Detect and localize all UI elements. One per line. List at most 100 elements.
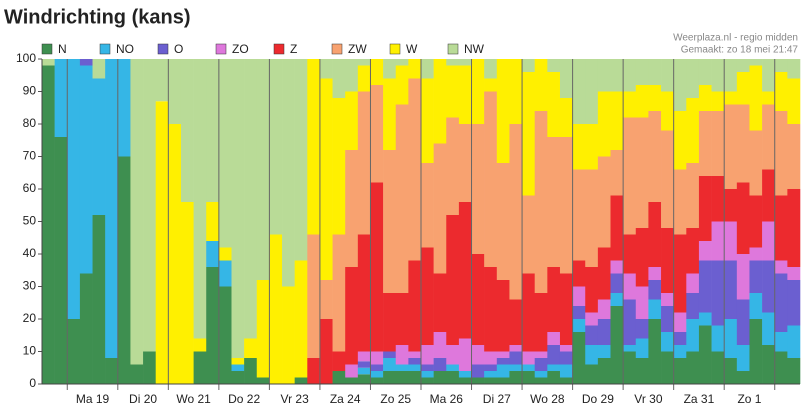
bar-segment bbox=[79, 59, 93, 66]
bar-segment bbox=[496, 351, 510, 358]
bar-segment bbox=[724, 260, 738, 319]
x-tick-label: Za 31 bbox=[684, 392, 715, 406]
bar-segment bbox=[484, 91, 498, 267]
bar-segment bbox=[787, 358, 801, 384]
bar-segment bbox=[686, 59, 700, 98]
bar-segment bbox=[484, 351, 498, 365]
bar-segment bbox=[256, 280, 270, 378]
bar-segment bbox=[610, 273, 624, 293]
bar-segment bbox=[585, 325, 599, 345]
bar-segment bbox=[357, 91, 371, 235]
bar-segment bbox=[686, 273, 700, 293]
bar-segment bbox=[357, 367, 371, 375]
bar-segment bbox=[496, 280, 510, 352]
bar-segment bbox=[585, 267, 599, 313]
bar-segment bbox=[749, 59, 763, 66]
bar-segment bbox=[168, 124, 182, 384]
bar-segment bbox=[433, 59, 447, 144]
bar-segment bbox=[433, 273, 447, 332]
bar-segment bbox=[724, 221, 738, 261]
bar-segment bbox=[446, 371, 460, 384]
bar-segment bbox=[395, 371, 409, 384]
bar-segment bbox=[471, 345, 485, 365]
bar-segment bbox=[673, 332, 687, 345]
bar-segment bbox=[345, 91, 359, 150]
bar-segment bbox=[484, 377, 498, 384]
bar-segment bbox=[648, 59, 662, 85]
bar-segment bbox=[383, 293, 397, 352]
bar-segment bbox=[54, 137, 68, 384]
legend-label: Z bbox=[290, 42, 297, 56]
bar-segment bbox=[673, 345, 687, 358]
bar-segment bbox=[155, 59, 169, 102]
bar-segment bbox=[673, 234, 687, 313]
bar-segment bbox=[610, 260, 624, 274]
bar-segment bbox=[736, 59, 750, 72]
bar-segment bbox=[206, 267, 220, 384]
bar-segment bbox=[686, 293, 700, 319]
bar-segment bbox=[509, 351, 523, 365]
bar-segment bbox=[736, 104, 750, 183]
bar-segment bbox=[597, 247, 611, 300]
y-tick-label: 40 bbox=[23, 246, 37, 260]
bar-segment bbox=[244, 358, 258, 384]
bar-segment bbox=[509, 124, 523, 300]
bar-segment bbox=[105, 358, 119, 384]
bar-segment bbox=[673, 111, 687, 170]
bar-segment bbox=[559, 345, 573, 352]
bar-segment bbox=[585, 124, 599, 170]
bar-segment bbox=[547, 137, 561, 267]
bar-segment bbox=[421, 377, 434, 384]
legend-swatch bbox=[447, 43, 459, 55]
x-tick-label: Ma 26 bbox=[430, 392, 464, 406]
legend-label: O bbox=[174, 42, 183, 56]
y-tick-label: 80 bbox=[23, 116, 37, 130]
legend-label: NO bbox=[116, 42, 134, 56]
bar-segment bbox=[774, 72, 788, 111]
bar-segment bbox=[408, 59, 422, 79]
bar-segment bbox=[724, 59, 738, 92]
bar-segment bbox=[547, 72, 561, 137]
y-tick-label: 10 bbox=[23, 344, 37, 358]
legend-label: ZW bbox=[348, 42, 367, 56]
bar-segment bbox=[673, 59, 687, 111]
bar-segment bbox=[661, 306, 674, 332]
bar-segment bbox=[79, 273, 93, 384]
bar-segment bbox=[206, 202, 220, 241]
bar-segment bbox=[168, 59, 182, 124]
bar-segment bbox=[105, 59, 119, 358]
bar-segment bbox=[458, 377, 472, 384]
bar-segment bbox=[648, 319, 662, 384]
bar-segment bbox=[648, 280, 662, 300]
bar-segment bbox=[383, 358, 397, 371]
x-tick-label: Ma 19 bbox=[76, 392, 110, 406]
bar-segment bbox=[787, 78, 801, 124]
bar-segment bbox=[623, 351, 637, 384]
bar-segment bbox=[572, 319, 586, 332]
bar-segment bbox=[534, 111, 548, 293]
bar-segment bbox=[206, 59, 220, 202]
bar-segment bbox=[231, 371, 245, 384]
bar-segment bbox=[522, 371, 535, 384]
bar-segment bbox=[774, 59, 788, 72]
bar-segment bbox=[711, 176, 725, 222]
bar-segment bbox=[484, 267, 498, 352]
bar-segment bbox=[231, 358, 245, 365]
bar-segment bbox=[408, 260, 422, 352]
legend-swatch bbox=[99, 43, 111, 55]
bar-segment bbox=[421, 163, 434, 248]
bar-segment bbox=[585, 59, 599, 124]
bar-segment bbox=[774, 111, 788, 196]
bar-segment bbox=[648, 299, 662, 319]
bar-segment bbox=[218, 59, 232, 248]
legend-label: W bbox=[406, 42, 418, 56]
bar-segment bbox=[433, 358, 447, 371]
bar-segment bbox=[383, 78, 397, 150]
bar-segment bbox=[648, 111, 662, 202]
bar-segment bbox=[736, 299, 750, 345]
bar-segment bbox=[635, 319, 649, 339]
bar-segment bbox=[307, 358, 321, 384]
bar-segment bbox=[698, 325, 712, 384]
bar-segment bbox=[218, 286, 232, 384]
bar-segment bbox=[559, 377, 573, 384]
